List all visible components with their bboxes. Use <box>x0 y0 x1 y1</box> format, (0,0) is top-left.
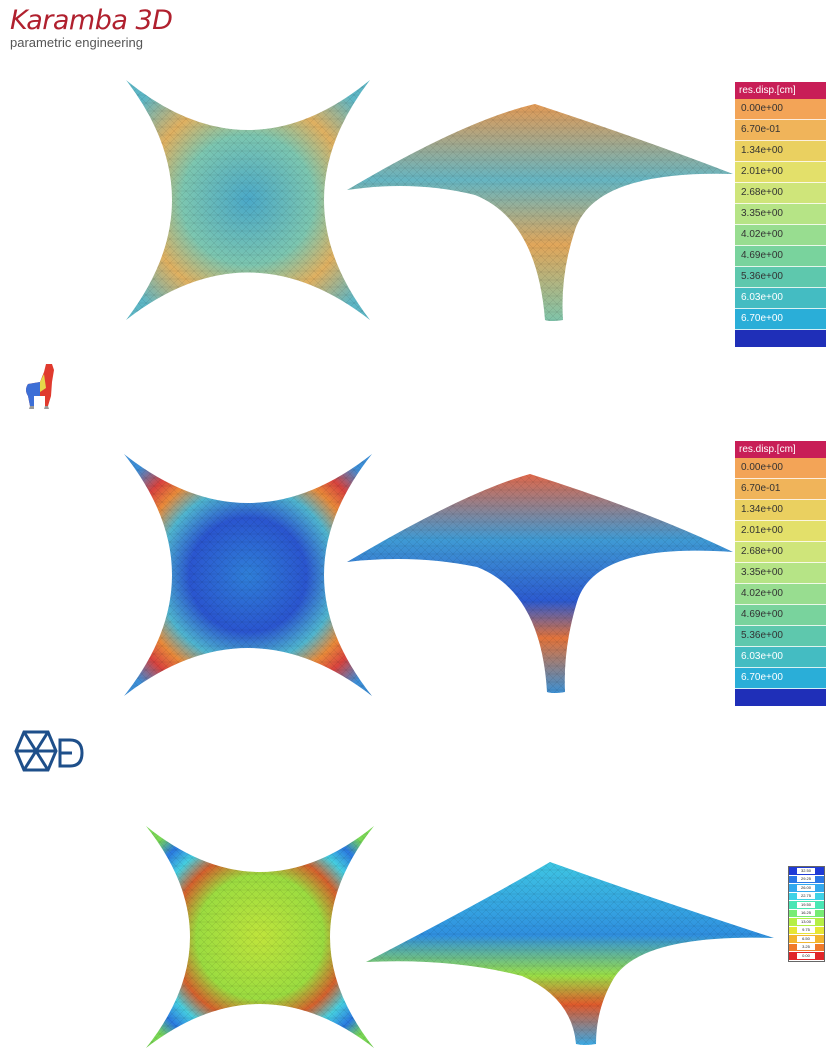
stress-legend-value: 29.25 <box>797 876 815 882</box>
legend-value: 6.70e+00 <box>735 309 826 330</box>
stress-legend-value: 22.75 <box>797 893 815 899</box>
legend-value: 4.02e+00 <box>735 584 826 605</box>
stress-legend-value: 9.75 <box>797 927 815 933</box>
stress-legend-row: 32.50 <box>789 867 824 876</box>
legend-value: 6.03e+00 <box>735 288 826 309</box>
legend-value: 4.69e+00 <box>735 246 826 267</box>
llama-logo-icon <box>18 362 60 410</box>
legend-value: 4.02e+00 <box>735 225 826 246</box>
stress-legend-row: 19.50 <box>789 901 824 910</box>
legend-value: 2.68e+00 <box>735 542 826 563</box>
membrane-side-view-3 <box>362 858 782 1048</box>
stress-legend-value: 13.00 <box>797 918 815 925</box>
brand-title: Karamba 3D <box>10 5 173 36</box>
legend-rows: 0.00e+00 6.70e-01 1.34e+00 2.01e+00 2.68e+00… <box>735 458 826 689</box>
legend-value: 5.36e+00 <box>735 267 826 288</box>
stress-legend-value: 32.50 <box>797 867 815 874</box>
stress-legend-rows: 32.50 29.25 26.00 22.75 19.50 16.25 13.00 9.75 6… <box>789 867 824 961</box>
legend-value: 2.01e+00 <box>735 162 826 183</box>
membrane-top-view-2 <box>118 450 378 700</box>
stress-legend-row: 13.00 <box>789 918 824 927</box>
legend-value: 2.68e+00 <box>735 183 826 204</box>
legend-header: res.disp.[cm] <box>735 441 826 458</box>
stress-legend: 32.50 29.25 26.00 22.75 19.50 16.25 13.00 9.75 6… <box>788 866 825 962</box>
membrane-side-view-1 <box>345 100 735 325</box>
brand-logo: Karamba 3D parametric engineering <box>10 5 173 50</box>
legend-value: 4.69e+00 <box>735 605 826 626</box>
stress-legend-value: 26.00 <box>797 884 815 891</box>
legend-footer-swatch <box>735 330 826 347</box>
membrane-top-view-3 <box>140 822 380 1052</box>
stress-legend-row: 16.25 <box>789 909 824 918</box>
legend-value: 0.00e+00 <box>735 458 826 479</box>
stress-legend-value: 19.50 <box>797 901 815 908</box>
stress-legend-row: 0.00 <box>789 952 824 961</box>
legend-value: 6.70e+00 <box>735 668 826 689</box>
hexagon-logo-icon <box>14 728 86 774</box>
stress-legend-value: 3.25 <box>797 944 815 950</box>
legend-value: 3.35e+00 <box>735 204 826 225</box>
legend-value: 6.03e+00 <box>735 647 826 668</box>
legend-footer-swatch <box>735 689 826 706</box>
stress-legend-value: 6.50 <box>797 935 815 942</box>
stress-legend-value: 0.00 <box>797 952 815 959</box>
stress-legend-row: 22.75 <box>789 892 824 901</box>
stress-legend-row: 6.50 <box>789 935 824 944</box>
legend-value: 6.70e-01 <box>735 120 826 141</box>
legend-value: 5.36e+00 <box>735 626 826 647</box>
stress-legend-row: 29.25 <box>789 875 824 884</box>
legend-value: 1.34e+00 <box>735 500 826 521</box>
brand-subtitle: parametric engineering <box>10 35 143 50</box>
stress-legend-row: 26.00 <box>789 884 824 893</box>
legend-rows: 0.00e+00 6.70e-01 1.34e+00 2.01e+00 2.68e+00… <box>735 99 826 330</box>
legend-value: 2.01e+00 <box>735 521 826 542</box>
membrane-side-view-2 <box>345 470 735 695</box>
legend-header: res.disp.[cm] <box>735 82 826 99</box>
displacement-legend-2: res.disp.[cm] 0.00e+00 6.70e-01 1.34e+00 2.… <box>735 441 826 706</box>
stress-legend-row: 3.25 <box>789 943 824 952</box>
displacement-legend-1: res.disp.[cm] 0.00e+00 6.70e-01 1.34e+00 2.… <box>735 82 826 347</box>
membrane-top-view-1 <box>118 75 378 325</box>
stress-legend-value: 16.25 <box>797 910 815 916</box>
legend-value: 6.70e-01 <box>735 479 826 500</box>
legend-value: 0.00e+00 <box>735 99 826 120</box>
stress-legend-row: 9.75 <box>789 926 824 935</box>
legend-value: 3.35e+00 <box>735 563 826 584</box>
legend-value: 1.34e+00 <box>735 141 826 162</box>
